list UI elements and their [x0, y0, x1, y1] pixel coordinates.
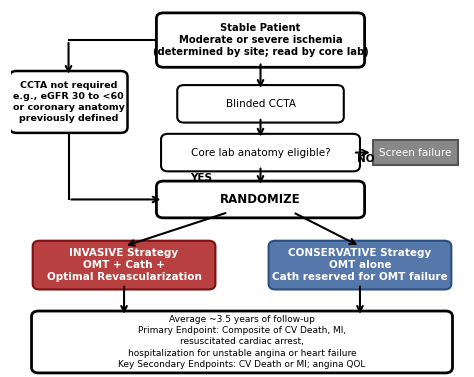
Text: RANDOMIZE: RANDOMIZE	[220, 193, 301, 206]
FancyBboxPatch shape	[161, 134, 360, 171]
FancyBboxPatch shape	[156, 13, 365, 67]
Text: NO: NO	[357, 154, 374, 164]
Text: Screen failure: Screen failure	[379, 147, 452, 158]
Text: CONSERVATIVE Strategy
OMT alone
Cath reserved for OMT failure: CONSERVATIVE Strategy OMT alone Cath res…	[272, 248, 448, 282]
Text: INVASIVE Strategy
OMT + Cath +
Optimal Revascularization: INVASIVE Strategy OMT + Cath + Optimal R…	[46, 248, 201, 282]
Text: YES: YES	[190, 173, 212, 183]
FancyBboxPatch shape	[33, 241, 215, 290]
FancyBboxPatch shape	[269, 241, 451, 290]
FancyBboxPatch shape	[373, 140, 458, 165]
Text: Stable Patient
Moderate or severe ischemia
(determined by site; read by core lab: Stable Patient Moderate or severe ischem…	[153, 23, 368, 57]
FancyBboxPatch shape	[177, 85, 344, 123]
Text: Blinded CCTA: Blinded CCTA	[226, 99, 295, 109]
Text: CCTA not required
e.g., eGFR 30 to <60
or coronary anatomy
previously defined: CCTA not required e.g., eGFR 30 to <60 o…	[13, 81, 125, 123]
Text: Average ~3.5 years of follow-up
Primary Endpoint: Composite of CV Death, MI,
res: Average ~3.5 years of follow-up Primary …	[118, 315, 366, 369]
FancyBboxPatch shape	[156, 181, 365, 218]
FancyBboxPatch shape	[32, 311, 453, 373]
Text: Core lab anatomy eligible?: Core lab anatomy eligible?	[191, 147, 330, 158]
FancyBboxPatch shape	[9, 71, 128, 133]
